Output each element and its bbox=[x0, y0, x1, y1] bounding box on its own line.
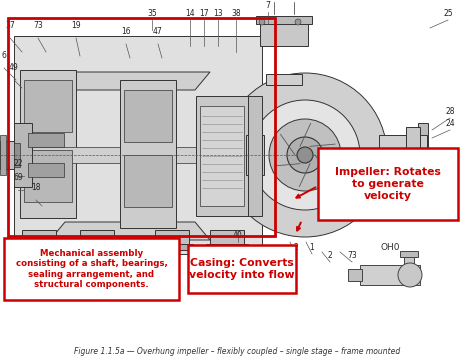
Bar bbox=[266, 74, 302, 85]
Bar bbox=[200, 106, 244, 206]
Bar bbox=[418, 123, 428, 187]
Bar bbox=[155, 230, 189, 246]
Bar bbox=[0, 141, 14, 169]
Text: 24: 24 bbox=[445, 120, 455, 129]
Bar bbox=[24, 80, 72, 132]
Bar bbox=[124, 90, 172, 142]
Text: 2: 2 bbox=[293, 243, 298, 252]
Bar bbox=[360, 265, 420, 285]
Text: 19: 19 bbox=[71, 22, 81, 31]
Circle shape bbox=[297, 147, 313, 163]
Bar bbox=[188, 245, 296, 293]
Bar bbox=[28, 163, 64, 177]
Bar bbox=[248, 96, 262, 216]
Bar bbox=[151, 244, 193, 250]
Text: OH0: OH0 bbox=[380, 243, 400, 252]
Bar bbox=[28, 133, 64, 147]
Text: 69: 69 bbox=[13, 174, 23, 183]
Bar bbox=[14, 143, 20, 167]
Bar bbox=[14, 36, 262, 254]
Bar bbox=[206, 244, 248, 250]
Bar bbox=[256, 16, 312, 24]
Text: Mechanical assembly
consisting of a shaft, bearings,
sealing arrangement, and
st: Mechanical assembly consisting of a shaf… bbox=[16, 249, 167, 289]
Bar bbox=[404, 255, 414, 267]
Polygon shape bbox=[50, 72, 210, 90]
Text: 17: 17 bbox=[199, 9, 209, 18]
Text: 73: 73 bbox=[347, 252, 357, 261]
Bar bbox=[124, 155, 172, 207]
Bar bbox=[0, 135, 6, 175]
Text: Figure 1.1.5a — Overhung impeller – flexibly coupled – single stage – frame moun: Figure 1.1.5a — Overhung impeller – flex… bbox=[74, 347, 400, 356]
Circle shape bbox=[259, 19, 265, 25]
Bar bbox=[4, 238, 179, 300]
Circle shape bbox=[223, 73, 387, 237]
Bar bbox=[14, 147, 250, 163]
Text: 14: 14 bbox=[185, 9, 195, 18]
Bar bbox=[400, 251, 418, 257]
Bar bbox=[210, 230, 244, 246]
Circle shape bbox=[398, 263, 422, 287]
Text: Impeller: Rotates
to generate
velocity: Impeller: Rotates to generate velocity bbox=[335, 167, 441, 201]
Bar bbox=[14, 123, 32, 187]
Text: 16: 16 bbox=[121, 27, 131, 36]
Bar bbox=[348, 269, 362, 281]
Bar bbox=[260, 20, 308, 46]
Text: Casing: Converts
velocity into flow: Casing: Converts velocity into flow bbox=[189, 258, 295, 280]
Text: 47: 47 bbox=[153, 27, 163, 36]
Text: 1: 1 bbox=[310, 243, 314, 252]
Bar bbox=[196, 96, 248, 216]
Text: 49: 49 bbox=[9, 63, 19, 72]
Bar bbox=[20, 70, 76, 218]
Bar bbox=[76, 244, 118, 250]
Polygon shape bbox=[50, 222, 210, 240]
Text: 18: 18 bbox=[31, 184, 41, 193]
Bar bbox=[80, 230, 114, 246]
Bar bbox=[406, 127, 420, 183]
Text: 2: 2 bbox=[328, 252, 332, 261]
Bar bbox=[22, 230, 56, 246]
Bar bbox=[379, 135, 427, 175]
Text: 73: 73 bbox=[33, 22, 43, 31]
Bar bbox=[318, 148, 458, 220]
Circle shape bbox=[250, 100, 360, 210]
Circle shape bbox=[287, 137, 323, 173]
Bar bbox=[246, 135, 264, 175]
Circle shape bbox=[269, 119, 341, 191]
Bar bbox=[18, 244, 60, 250]
Text: 7: 7 bbox=[265, 1, 271, 10]
Text: 22: 22 bbox=[13, 159, 23, 168]
Bar bbox=[24, 150, 72, 202]
Text: 13: 13 bbox=[213, 9, 223, 18]
Text: 28: 28 bbox=[445, 108, 455, 117]
Bar bbox=[120, 80, 176, 228]
Circle shape bbox=[295, 19, 301, 25]
Text: 37: 37 bbox=[5, 22, 15, 31]
Bar bbox=[8, 18, 275, 236]
Text: 35: 35 bbox=[147, 9, 157, 18]
Text: 40: 40 bbox=[233, 231, 243, 240]
Text: 38: 38 bbox=[231, 9, 241, 18]
Text: 25: 25 bbox=[443, 9, 453, 18]
Text: 6: 6 bbox=[1, 51, 7, 60]
